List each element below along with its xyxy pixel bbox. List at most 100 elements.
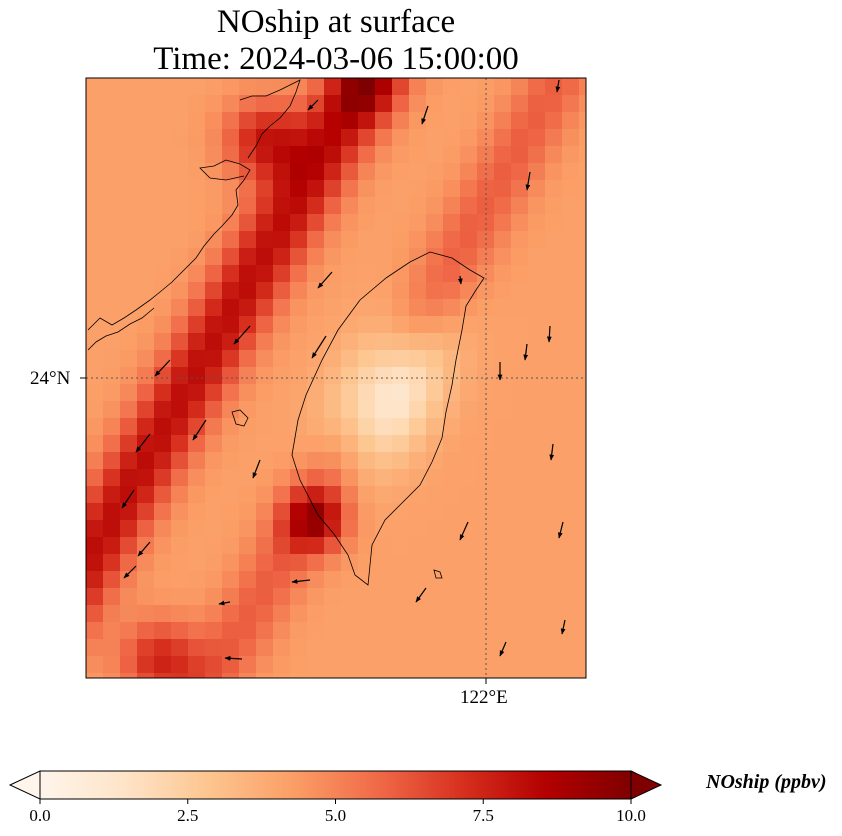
field-cell [120, 78, 138, 96]
field-cell [273, 503, 291, 521]
field-cell [120, 146, 138, 164]
field-cell [137, 622, 155, 640]
field-cell [239, 112, 257, 130]
field-cell [273, 163, 291, 181]
field-cell [545, 299, 563, 317]
field-cell [443, 435, 461, 453]
wind-vector-arrow-icon [291, 579, 311, 584]
field-cell [443, 95, 461, 113]
field-cell [307, 452, 325, 470]
field-cell [528, 95, 546, 113]
field-cell [579, 418, 586, 436]
field-cell [528, 282, 546, 300]
field-cell [324, 197, 342, 215]
field-cell [545, 316, 563, 334]
field-cell [290, 384, 308, 402]
field-cell [579, 605, 586, 623]
field-cell [392, 673, 410, 678]
field-cell [273, 95, 291, 113]
field-cell [545, 656, 563, 674]
field-cell [579, 588, 586, 606]
field-cell [154, 197, 172, 215]
field-cell [409, 435, 427, 453]
field-cell [460, 129, 478, 147]
field-cell [307, 673, 325, 678]
field-cell [443, 486, 461, 504]
field-cell [409, 146, 427, 164]
field-cell [103, 163, 121, 181]
field-cell [562, 571, 580, 589]
field-cell [307, 163, 325, 181]
field-cell [477, 503, 495, 521]
field-cell [188, 537, 206, 555]
field-cell [562, 486, 580, 504]
field-cell [239, 197, 257, 215]
field-cell [273, 435, 291, 453]
field-cell [307, 367, 325, 385]
field-cell [409, 180, 427, 198]
colorbar-tick-label: 7.5 [472, 806, 494, 825]
field-cell [188, 112, 206, 130]
field-cell [341, 639, 359, 657]
field-cell [460, 401, 478, 419]
field-cell [460, 605, 478, 623]
field-cell [154, 350, 172, 368]
field-cell [579, 95, 586, 113]
field-cell [426, 78, 444, 96]
field-cell [426, 639, 444, 657]
field-cell [307, 112, 325, 130]
field-cell [86, 520, 104, 538]
colorbar-extend-min-icon [8, 770, 41, 800]
field-cell [460, 622, 478, 640]
field-cell [86, 554, 104, 572]
field-cell [103, 248, 121, 266]
field-cell [494, 231, 512, 249]
field-cell [137, 452, 155, 470]
field-cell [103, 299, 121, 317]
field-cell [528, 180, 546, 198]
field-cell [579, 486, 586, 504]
field-cell [426, 435, 444, 453]
field-cell [409, 367, 427, 385]
field-cell [511, 367, 529, 385]
field-cell [545, 384, 563, 402]
field-cell [120, 367, 138, 385]
field-cell [528, 333, 546, 351]
field-cell [120, 248, 138, 266]
field-cell [188, 350, 206, 368]
field-cell [579, 639, 586, 657]
field-cell [290, 197, 308, 215]
field-cell [358, 571, 376, 589]
field-cell [528, 656, 546, 674]
field-cell [375, 469, 393, 487]
field-cell [154, 231, 172, 249]
field-cell [443, 350, 461, 368]
field-cell [528, 503, 546, 521]
field-cell [562, 231, 580, 249]
field-cell [545, 588, 563, 606]
field-cell [562, 163, 580, 181]
field-cell [137, 129, 155, 147]
field-cell [460, 469, 478, 487]
field-cell [511, 435, 529, 453]
field-cell [409, 418, 427, 436]
field-cell [137, 95, 155, 113]
field-cell [188, 384, 206, 402]
field-cell [545, 367, 563, 385]
field-cell [528, 112, 546, 130]
field-cell [171, 537, 189, 555]
field-cell [205, 129, 223, 147]
field-cell [137, 180, 155, 198]
field-cell [528, 554, 546, 572]
field-cell [324, 180, 342, 198]
field-cell [154, 486, 172, 504]
wind-vector-arrow-icon [137, 541, 151, 557]
field-cell [579, 112, 586, 130]
field-cell [120, 605, 138, 623]
field-cell [290, 605, 308, 623]
field-cell [392, 214, 410, 232]
field-cell [426, 622, 444, 640]
field-cell [171, 282, 189, 300]
field-cell [562, 622, 580, 640]
field-cell [222, 129, 240, 147]
